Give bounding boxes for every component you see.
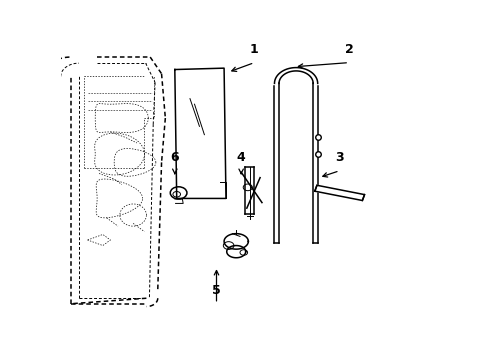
Text: 6: 6 — [170, 151, 179, 164]
Text: 3: 3 — [335, 151, 343, 164]
Polygon shape — [314, 185, 364, 201]
Text: 2: 2 — [344, 43, 353, 56]
Text: 1: 1 — [249, 43, 258, 56]
Text: 5: 5 — [212, 284, 221, 297]
Text: 4: 4 — [236, 151, 245, 164]
